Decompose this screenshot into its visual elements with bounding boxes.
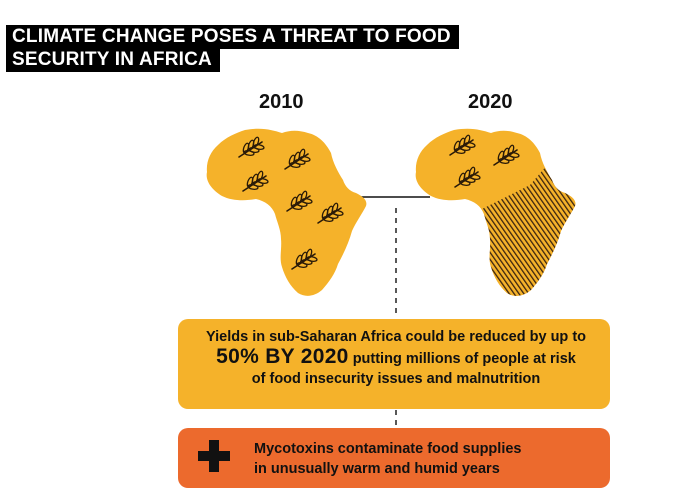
mycotoxin-text: Mycotoxins contaminate food supplies in …: [254, 439, 521, 479]
title-line-1: CLIMATE CHANGE POSES A THREAT TO FOOD: [6, 25, 459, 49]
yield-line-1: Yields in sub-Saharan Africa could be re…: [205, 329, 587, 345]
mycotoxin-line-1: Mycotoxins contaminate food supplies: [254, 441, 522, 457]
year-label-2020: 2020: [468, 91, 513, 113]
yield-line-2-rest: putting millions of people at risk: [352, 351, 576, 367]
title-line-2: SECURITY IN AFRICA: [6, 48, 220, 72]
mycotoxin-line-2: in unusually warm and humid years: [254, 461, 500, 477]
yield-line-3: of food insecurity issues and malnutriti…: [251, 371, 541, 387]
mycotoxin-callout: Mycotoxins contaminate food supplies in …: [178, 428, 610, 488]
yield-highlight: 50% BY 2020: [216, 345, 349, 368]
yield-line-2: 50% BY 2020 putting millions of people a…: [192, 345, 600, 369]
africa-map-2010: [206, 128, 367, 296]
yield-reduction-callout: Yields in sub-Saharan Africa could be re…: [178, 319, 610, 409]
plus-icon: [198, 440, 230, 472]
year-label-2010: 2010: [259, 91, 304, 113]
africa-map-2020: [415, 128, 576, 296]
